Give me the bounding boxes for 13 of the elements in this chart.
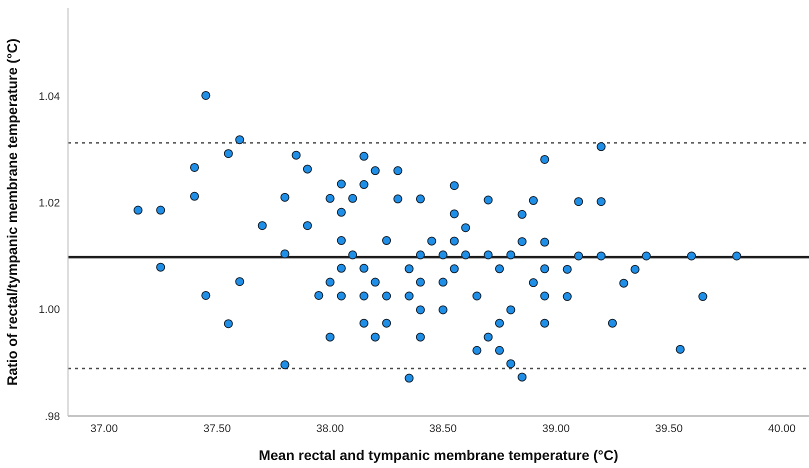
x-tick-label: 39.00 bbox=[542, 422, 570, 435]
y-axis-title: Ratio of rectal/tympanic membrane temperature (°C) bbox=[4, 38, 20, 386]
x-tick-label: 37.50 bbox=[203, 422, 231, 435]
x-tick-label: 39.50 bbox=[655, 422, 683, 435]
y-tick-label: 1.00 bbox=[38, 304, 60, 316]
y-tick-label: 1.04 bbox=[38, 90, 60, 103]
y-tick-label: 1.02 bbox=[38, 198, 60, 210]
x-tick-label: 40.00 bbox=[768, 422, 796, 435]
y-tick-label: .98 bbox=[44, 410, 60, 423]
x-axis-title: Mean rectal and tympanic membrane temperature (°C) bbox=[258, 447, 618, 463]
x-tick-label: 37.00 bbox=[90, 422, 118, 435]
x-tick-label: 38.00 bbox=[316, 422, 344, 435]
x-tick-label: 38.50 bbox=[429, 422, 457, 435]
